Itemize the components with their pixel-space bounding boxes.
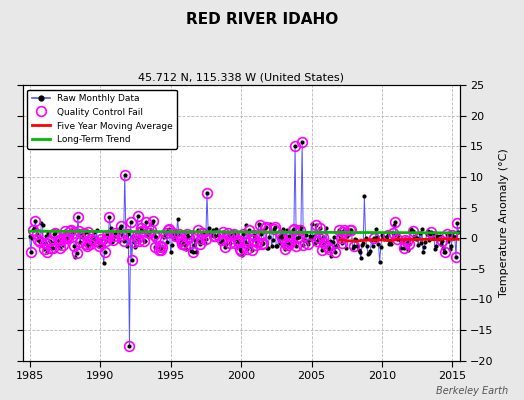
Text: Berkeley Earth: Berkeley Earth (436, 386, 508, 396)
Legend: Raw Monthly Data, Quality Control Fail, Five Year Moving Average, Long-Term Tren: Raw Monthly Data, Quality Control Fail, … (27, 90, 177, 149)
Y-axis label: Temperature Anomaly (°C): Temperature Anomaly (°C) (499, 148, 509, 297)
Text: RED RIVER IDAHO: RED RIVER IDAHO (186, 12, 338, 27)
Title: 45.712 N, 115.338 W (United States): 45.712 N, 115.338 W (United States) (138, 73, 344, 83)
